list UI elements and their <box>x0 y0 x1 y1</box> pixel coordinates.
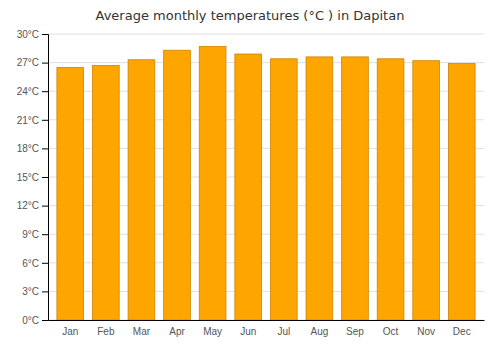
tick: Mar <box>133 326 151 337</box>
tick: Jan <box>62 326 78 337</box>
tick-label: 3°C <box>22 286 39 297</box>
plot: 0°C 3°C 6°C 9°C 12°C 15°C 18°C 21°C 24°C 27°C 30°C… <box>17 29 485 337</box>
tick-label: Apr <box>169 326 185 337</box>
tick: Jun <box>240 326 256 337</box>
tick: 30°C <box>17 29 48 40</box>
tick-label: 12°C <box>17 200 39 211</box>
tick: 21°C <box>17 115 48 126</box>
tick: Feb <box>97 326 115 337</box>
tick-label: Oct <box>383 326 399 337</box>
tick: 27°C <box>17 57 48 68</box>
tick: 9°C <box>22 229 48 240</box>
tick: Dec <box>453 326 471 337</box>
tick: Apr <box>169 326 185 337</box>
tick: Jul <box>277 326 290 337</box>
bar <box>128 60 155 320</box>
tick-mark <box>42 320 48 321</box>
tick-label: Mar <box>133 326 151 337</box>
tick-label: Jun <box>240 326 256 337</box>
tick-label: 0°C <box>22 315 39 326</box>
tick-label: 30°C <box>17 29 39 40</box>
tick-label: 9°C <box>22 229 39 240</box>
chart: 0°C 3°C 6°C 9°C 12°C 15°C 18°C 21°C 24°C 27°C 30°C… <box>0 0 500 350</box>
tick-mark <box>42 177 48 178</box>
tick-label: 24°C <box>17 86 39 97</box>
tick-label: 6°C <box>22 258 39 269</box>
y-axis: 0°C 3°C 6°C 9°C 12°C 15°C 18°C 21°C 24°C 27°C 30°C <box>17 29 49 326</box>
tick-label: Feb <box>97 326 115 337</box>
tick-mark <box>42 234 48 235</box>
tick-mark <box>42 263 48 264</box>
tick: Aug <box>310 326 328 337</box>
tick-label: May <box>203 326 222 337</box>
tick-label: Nov <box>417 326 435 337</box>
bar <box>235 54 262 320</box>
tick: 0°C <box>22 315 48 326</box>
axis-line <box>42 35 49 321</box>
tick-label: Sep <box>346 326 364 337</box>
tick-label: 21°C <box>17 115 39 126</box>
tick-label: 18°C <box>17 143 39 154</box>
title: Average monthly temperatures (°C ) in Da… <box>96 8 405 23</box>
tick: Sep <box>346 326 364 337</box>
axis-line <box>49 320 485 321</box>
tick: 6°C <box>22 258 48 269</box>
bar <box>57 67 84 320</box>
tick-mark <box>42 91 48 92</box>
tick-label: 15°C <box>17 172 39 183</box>
bar <box>199 46 226 320</box>
tick: Nov <box>417 326 435 337</box>
grid-line <box>48 34 484 35</box>
tick: May <box>203 326 222 337</box>
tick-mark <box>42 291 48 292</box>
tick-mark <box>42 34 48 35</box>
bar <box>342 57 369 320</box>
tick: 24°C <box>17 86 48 97</box>
tick: 18°C <box>17 143 48 154</box>
bar <box>413 61 440 320</box>
tick: 12°C <box>17 200 48 211</box>
bar <box>448 64 475 320</box>
grid <box>48 34 484 320</box>
tick: Oct <box>383 326 399 337</box>
bar <box>164 50 191 320</box>
bar <box>92 65 119 320</box>
marks <box>57 46 475 320</box>
bar <box>306 57 333 320</box>
tick-label: Jul <box>277 326 290 337</box>
tick-mark <box>42 120 48 121</box>
tick: 3°C <box>22 286 48 297</box>
tick-label: Dec <box>453 326 471 337</box>
tick-label: 27°C <box>17 57 39 68</box>
tick: 15°C <box>17 172 48 183</box>
bar <box>270 59 297 320</box>
x-axis: Jan Feb Mar Apr May Jun Jul Aug Sep Oct Nov Dec <box>49 321 485 338</box>
tick-mark <box>42 206 48 207</box>
tick-mark <box>42 148 48 149</box>
bar <box>377 59 404 320</box>
tick-label: Aug <box>310 326 328 337</box>
tick-mark <box>42 63 48 64</box>
tick-label: Jan <box>62 326 78 337</box>
